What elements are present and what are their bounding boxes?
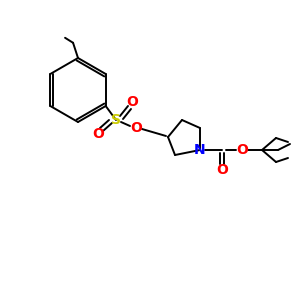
Text: S: S bbox=[111, 113, 121, 127]
Text: O: O bbox=[216, 163, 228, 177]
Text: N: N bbox=[194, 143, 206, 157]
Text: O: O bbox=[92, 127, 104, 141]
Text: O: O bbox=[130, 121, 142, 135]
Text: O: O bbox=[126, 95, 138, 109]
Text: O: O bbox=[236, 143, 248, 157]
